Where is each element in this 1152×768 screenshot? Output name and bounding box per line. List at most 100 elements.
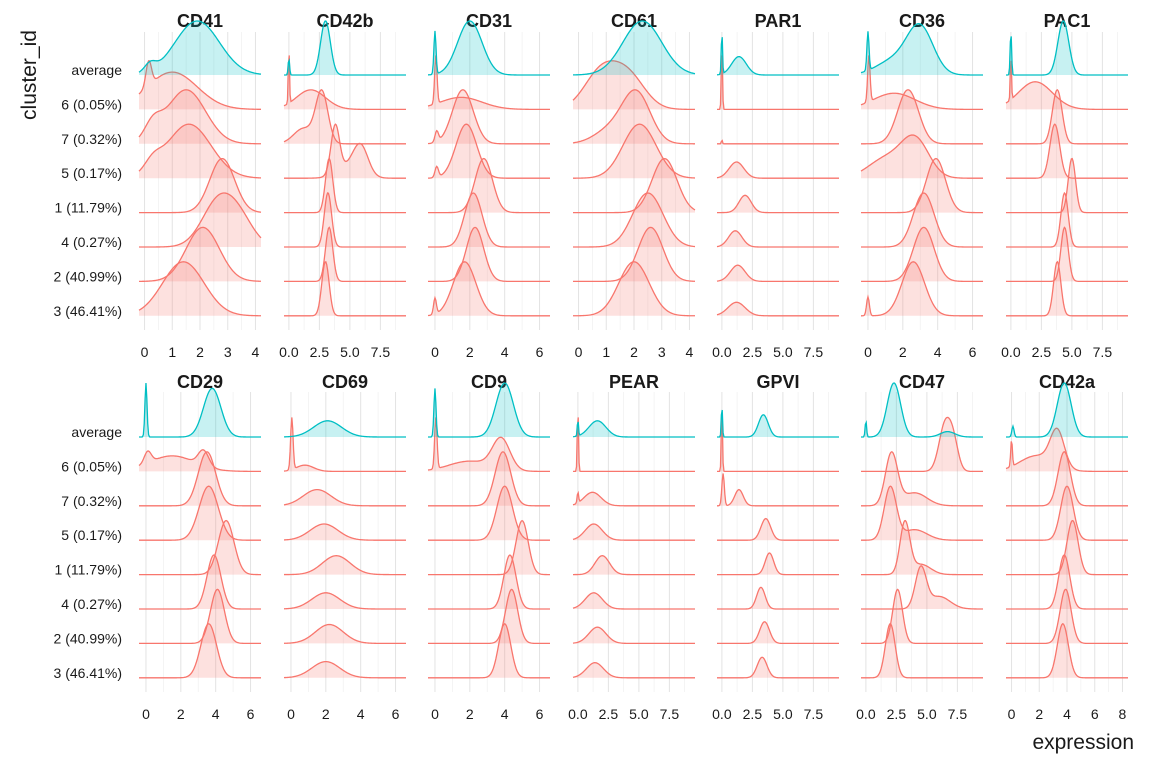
cluster-ridge-fill: [861, 589, 983, 644]
cluster-ridge-line: [717, 517, 839, 541]
tick-label: 2: [466, 344, 474, 360]
cluster-ridge-fill: [1006, 451, 1128, 506]
cluster-ridge-line: [284, 123, 406, 179]
cluster-ridge-line: [573, 157, 696, 214]
cluster-ridge-fill: [139, 449, 261, 472]
tick-label: 2.5: [310, 344, 330, 360]
panel-cd31: CD31 0 2 4 6: [427, 11, 550, 360]
cluster-ridge-line: [283, 488, 406, 507]
tick-label: 0.0: [1001, 344, 1021, 360]
tick-label: 4: [501, 706, 509, 722]
cluster-ridge-line: [1006, 88, 1128, 145]
tick-label: 2.5: [1032, 344, 1052, 360]
cluster-ridge-line: [428, 451, 550, 507]
tick-label: 2: [322, 706, 330, 722]
cluster-ridge-line: [283, 417, 406, 473]
row-label: 4 (0.27%): [61, 596, 122, 612]
cluster-ridge-fill: [573, 60, 695, 110]
cluster-ridge-fill: [861, 261, 983, 316]
average-ridge-line: [860, 23, 983, 76]
tick-label: 2: [196, 344, 204, 360]
panel-title: PEAR: [609, 372, 659, 392]
average-ridge-fill: [573, 420, 695, 437]
cluster-ridge-line: [138, 449, 261, 473]
cluster-ridge-fill: [284, 55, 406, 110]
tick-label: 7.5: [1093, 344, 1113, 360]
cluster-ridge-fill: [139, 89, 261, 144]
tick-label: 6: [247, 706, 255, 722]
cluster-ridge-line: [572, 490, 695, 507]
average-ridge-fill: [284, 420, 406, 437]
tick-label: 7.5: [948, 706, 968, 722]
cluster-ridge-line: [1006, 554, 1128, 610]
tick-label: 0: [431, 344, 439, 360]
cluster-ridge-line: [573, 192, 696, 248]
tick-label: 6: [1091, 706, 1099, 722]
average-ridge-line: [138, 20, 262, 75]
tick-label: 2: [177, 706, 185, 722]
cluster-ridge-line: [138, 261, 262, 317]
tick-label: 0: [287, 706, 295, 722]
cluster-ridge-fill: [861, 565, 983, 609]
cluster-ridge-line: [283, 89, 406, 145]
cluster-ridge-line: [1006, 623, 1128, 679]
cluster-ridge-fill: [573, 627, 695, 644]
tick-label: 4: [357, 706, 365, 722]
tick-label: 0: [864, 344, 872, 360]
tick-label: 0: [142, 706, 150, 722]
average-ridge-line: [861, 382, 983, 438]
tick-label: 7.5: [804, 344, 824, 360]
panel-cd69: CD69 0 2 4 6: [283, 372, 406, 722]
cluster-ridge-fill: [861, 55, 983, 110]
cluster-ridge-line: [138, 60, 262, 110]
panel-gpvi: GPVI 0.0 2.5 5.0 7.5: [712, 372, 839, 722]
row-label: 7 (0.32%): [61, 493, 122, 509]
cluster-ridge-line: [139, 451, 261, 507]
cluster-ridge-fill: [1006, 520, 1128, 575]
tick-label: 4: [686, 344, 694, 360]
tick-label: 2.5: [743, 706, 763, 722]
cluster-ridge-fill: [1006, 60, 1128, 110]
tick-label: 6: [536, 706, 544, 722]
cluster-ridge-line: [572, 89, 695, 145]
tick-label: 2.5: [887, 706, 907, 722]
cluster-ridge-line: [572, 626, 695, 645]
x-axis-title: expression: [1032, 731, 1134, 754]
cluster-ridge-line: [283, 623, 406, 645]
average-ridge-fill: [1006, 21, 1128, 75]
cluster-ridge-line: [573, 417, 695, 473]
cluster-ridge-line: [428, 485, 550, 541]
cluster-ridge-fill: [428, 261, 550, 316]
cluster-ridge-line: [428, 192, 550, 248]
cluster-ridge-line: [572, 523, 695, 541]
cluster-ridge-fill: [1006, 623, 1128, 678]
cluster-ridge-fill: [861, 227, 983, 282]
cluster-ridge-fill: [284, 524, 406, 541]
cluster-ridge-line: [861, 519, 983, 576]
cluster-ridge-line: [717, 417, 839, 473]
panel-title: CD69: [322, 372, 368, 392]
tick-label: 5.0: [629, 706, 649, 722]
panel-title: CD36: [899, 11, 945, 31]
tick-label: 7.5: [804, 706, 824, 722]
average-ridge-line: [572, 420, 695, 438]
cluster-ridge-fill: [139, 520, 261, 575]
cluster-ridge-fill: [428, 158, 550, 213]
cluster-ridge-fill: [717, 518, 839, 541]
cluster-ridge-line: [284, 260, 406, 317]
cluster-ridge-line: [573, 261, 695, 317]
row-label: 6 (0.05%): [61, 96, 122, 112]
cluster-ridge-fill: [428, 520, 550, 575]
cluster-ridge-line: [716, 230, 839, 248]
cluster-ridge-fill: [284, 89, 406, 144]
panel-cd42b: CD42b 0.0 2.5 5.0 7.5: [279, 11, 406, 360]
tick-label: 1: [602, 344, 610, 360]
y-axis-title: cluster_id: [18, 30, 41, 120]
cluster-ridge-line: [717, 473, 839, 507]
tick-label: 4: [212, 706, 220, 722]
cluster-ridge-fill: [861, 623, 983, 678]
panel-title: CD42b: [316, 11, 373, 31]
cluster-ridge-fill: [861, 451, 983, 506]
cluster-ridge-line: [573, 226, 696, 283]
cluster-ridge-fill: [861, 158, 983, 213]
